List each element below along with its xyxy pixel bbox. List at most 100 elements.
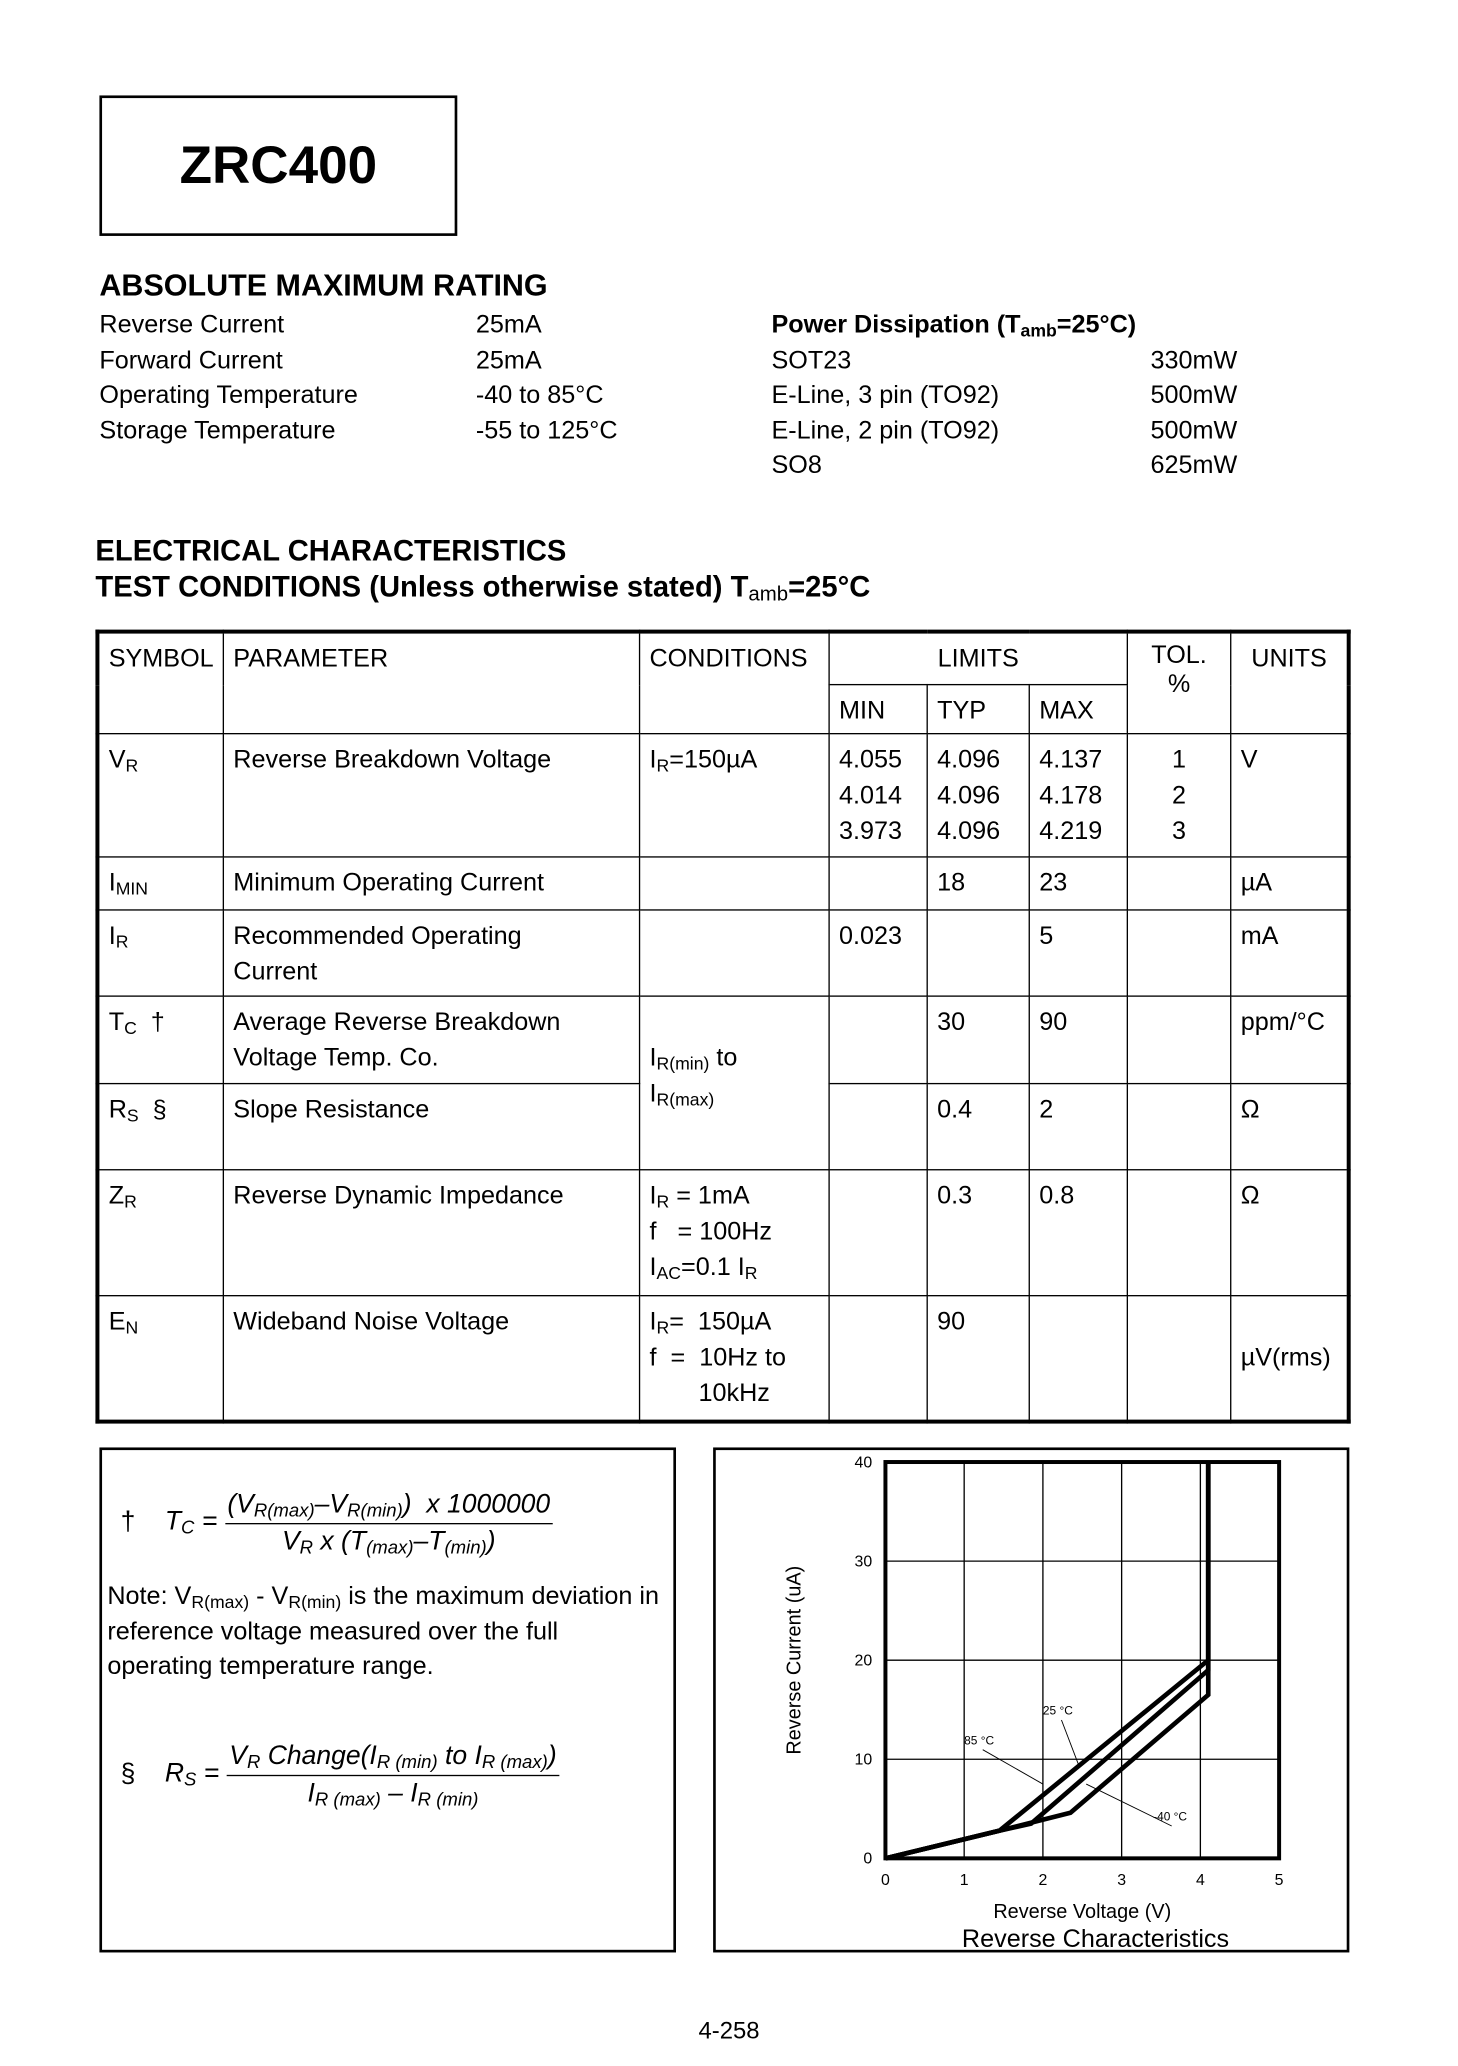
typ-cell: 90 bbox=[926, 1295, 1030, 1423]
annotation-label: 85 °C bbox=[964, 1733, 994, 1747]
header-typ: TYP bbox=[926, 683, 1030, 735]
tol-cell bbox=[1126, 995, 1232, 1085]
header-symbol: SYMBOL bbox=[96, 630, 225, 735]
y-tick-label: 20 bbox=[854, 1652, 872, 1669]
abs-max-row: Forward Current 25mA bbox=[99, 344, 695, 379]
power-row: SOT23 330mW bbox=[771, 344, 1301, 379]
table-row: ZR Reverse Dynamic Impedance IR = 1mA f = 1… bbox=[96, 1169, 1350, 1297]
conditions-cell: IR= 150µA f = 10Hz to 10kHz bbox=[638, 1295, 830, 1423]
annotation-leader bbox=[982, 1749, 1044, 1785]
power-row: E-Line, 2 pin (TO92) 500mW bbox=[771, 414, 1301, 449]
annotation-label: 25 °C bbox=[1043, 1704, 1073, 1718]
rating-label: E-Line, 3 pin (TO92) bbox=[771, 381, 1000, 410]
tol-cell bbox=[1126, 1295, 1232, 1423]
tc-formula: † TC = (VR(max)–VR(min)) x 1000000 VR x (… bbox=[121, 1487, 678, 1559]
table-row: VR Reverse Breakdown Voltage IR=150µA 4.055… bbox=[96, 733, 1350, 858]
units-cell: V bbox=[1230, 733, 1350, 858]
units-cell: µA bbox=[1230, 856, 1350, 911]
units-cell: Ω bbox=[1230, 1082, 1350, 1171]
conditions-cell: IR = 1mA f = 100Hz IAC=0.1 IR bbox=[638, 1169, 830, 1297]
rating-value: 625mW bbox=[1150, 451, 1238, 480]
tol-cell bbox=[1126, 1082, 1232, 1171]
min-cell bbox=[828, 1169, 928, 1297]
y-tick-label: 10 bbox=[854, 1752, 872, 1769]
min-cell bbox=[828, 856, 928, 911]
conditions-cell: IR=150µA bbox=[638, 733, 830, 858]
max-cell: 0.8 bbox=[1028, 1169, 1129, 1297]
abs-max-row: Operating Temperature -40 to 85°C bbox=[99, 379, 695, 414]
symbol-cell: EN bbox=[96, 1295, 225, 1423]
rating-label: SO8 bbox=[771, 451, 822, 480]
symbol-cell: IR bbox=[96, 909, 225, 997]
max-cell: 90 bbox=[1028, 995, 1129, 1085]
x-axis-label: Reverse Voltage (V) bbox=[993, 1901, 1171, 1923]
annotation-label: -40 °C bbox=[1153, 1810, 1187, 1824]
parameter-cell: Reverse Dynamic Impedance bbox=[222, 1169, 641, 1297]
power-dissipation: Power Dissipation (Tamb=25°C) SOT23 330mW… bbox=[771, 309, 1301, 485]
header-conditions: CONDITIONS bbox=[638, 630, 830, 735]
y-axis-label: Reverse Current (uA) bbox=[784, 1566, 806, 1755]
formula-notes: † TC = (VR(max)–VR(min)) x 1000000 VR x (… bbox=[99, 1447, 678, 1953]
rating-label: SOT23 bbox=[771, 346, 852, 375]
rating-label: Reverse Current bbox=[99, 311, 285, 340]
min-cell bbox=[828, 995, 928, 1085]
series-line--40 bbox=[884, 1462, 1211, 1861]
test-conditions-heading: TEST CONDITIONS (Unless otherwise stated… bbox=[95, 569, 871, 606]
header-parameter: PARAMETER bbox=[222, 630, 641, 735]
reverse-characteristics-chart: 0 1 2 3 4 5 0 10 20 30 40 85 °C 25 °C -40 °C Reverse V… bbox=[713, 1447, 1350, 1953]
rating-label: Forward Current bbox=[99, 346, 283, 375]
header-units: UNITS bbox=[1230, 630, 1350, 735]
min-cell bbox=[828, 1295, 928, 1423]
conditions-cell bbox=[638, 909, 830, 997]
min-cell: 4.055 4.014 3.973 bbox=[828, 733, 928, 858]
table-row: RS § Slope Resistance 0.4 2 Ω bbox=[96, 1082, 1350, 1171]
tol-cell bbox=[1126, 856, 1232, 911]
y-tick-label: 40 bbox=[854, 1454, 872, 1471]
min-cell: 0.023 bbox=[828, 909, 928, 997]
min-cell bbox=[828, 1082, 928, 1171]
tc-note: Note: VR(max) - VR(min) is the maximum d… bbox=[107, 1582, 659, 1681]
x-tick-label: 1 bbox=[960, 1872, 969, 1889]
x-tick-label: 2 bbox=[1038, 1872, 1047, 1889]
units-cell: mA bbox=[1230, 909, 1350, 997]
page-number: 4-258 bbox=[698, 2017, 760, 2044]
units-cell: ppm/°C bbox=[1230, 995, 1350, 1085]
symbol-cell: VR bbox=[96, 733, 225, 858]
y-tick-label: 30 bbox=[854, 1553, 872, 1570]
max-cell: 2 bbox=[1028, 1082, 1129, 1171]
table-row: IR Recommended Operating Current 0.023 5 mA bbox=[96, 909, 1350, 997]
symbol-cell: IMIN bbox=[96, 856, 225, 911]
power-heading: Power Dissipation (Tamb=25°C) bbox=[771, 311, 1137, 341]
annotation-leader bbox=[1086, 1783, 1172, 1827]
typ-cell bbox=[926, 909, 1030, 997]
header-limits: LIMITS bbox=[828, 630, 1129, 686]
typ-cell: 18 bbox=[926, 856, 1030, 911]
parameter-cell: Slope Resistance bbox=[222, 1082, 641, 1171]
x-tick-label: 0 bbox=[881, 1872, 890, 1889]
abs-max-row: Storage Temperature -55 to 125°C bbox=[99, 414, 695, 449]
x-tick-label: 4 bbox=[1196, 1872, 1205, 1889]
typ-cell: 4.096 4.096 4.096 bbox=[926, 733, 1030, 858]
parameter-cell: Minimum Operating Current bbox=[222, 856, 641, 911]
header-min: MIN bbox=[828, 683, 928, 735]
part-number-title: ZRC400 bbox=[99, 95, 458, 236]
parameter-cell: Reverse Breakdown Voltage bbox=[222, 733, 641, 858]
parameter-cell: Recommended Operating Current bbox=[222, 909, 641, 997]
rating-value: 500mW bbox=[1150, 416, 1238, 445]
symbol-cell: TC † bbox=[96, 995, 225, 1085]
abs-max-row: Reverse Current 25mA bbox=[99, 309, 695, 344]
units-cell: µV(rms) bbox=[1230, 1295, 1350, 1423]
max-cell: 4.137 4.178 4.219 bbox=[1028, 733, 1129, 858]
max-cell: 5 bbox=[1028, 909, 1129, 997]
max-cell bbox=[1028, 1295, 1129, 1423]
plot-frame bbox=[883, 1460, 1282, 1861]
rating-label: Operating Temperature bbox=[99, 381, 358, 410]
rating-value: 25mA bbox=[475, 311, 542, 340]
rating-label: E-Line, 2 pin (TO92) bbox=[771, 416, 1000, 445]
x-tick-label: 5 bbox=[1275, 1872, 1284, 1889]
rating-value: 25mA bbox=[475, 346, 542, 375]
symbol-cell: ZR bbox=[96, 1169, 225, 1297]
typ-cell: 0.4 bbox=[926, 1082, 1030, 1171]
chart-svg: 0 1 2 3 4 5 0 10 20 30 40 85 °C 25 °C -40 °C Reverse V… bbox=[784, 1454, 1284, 1953]
